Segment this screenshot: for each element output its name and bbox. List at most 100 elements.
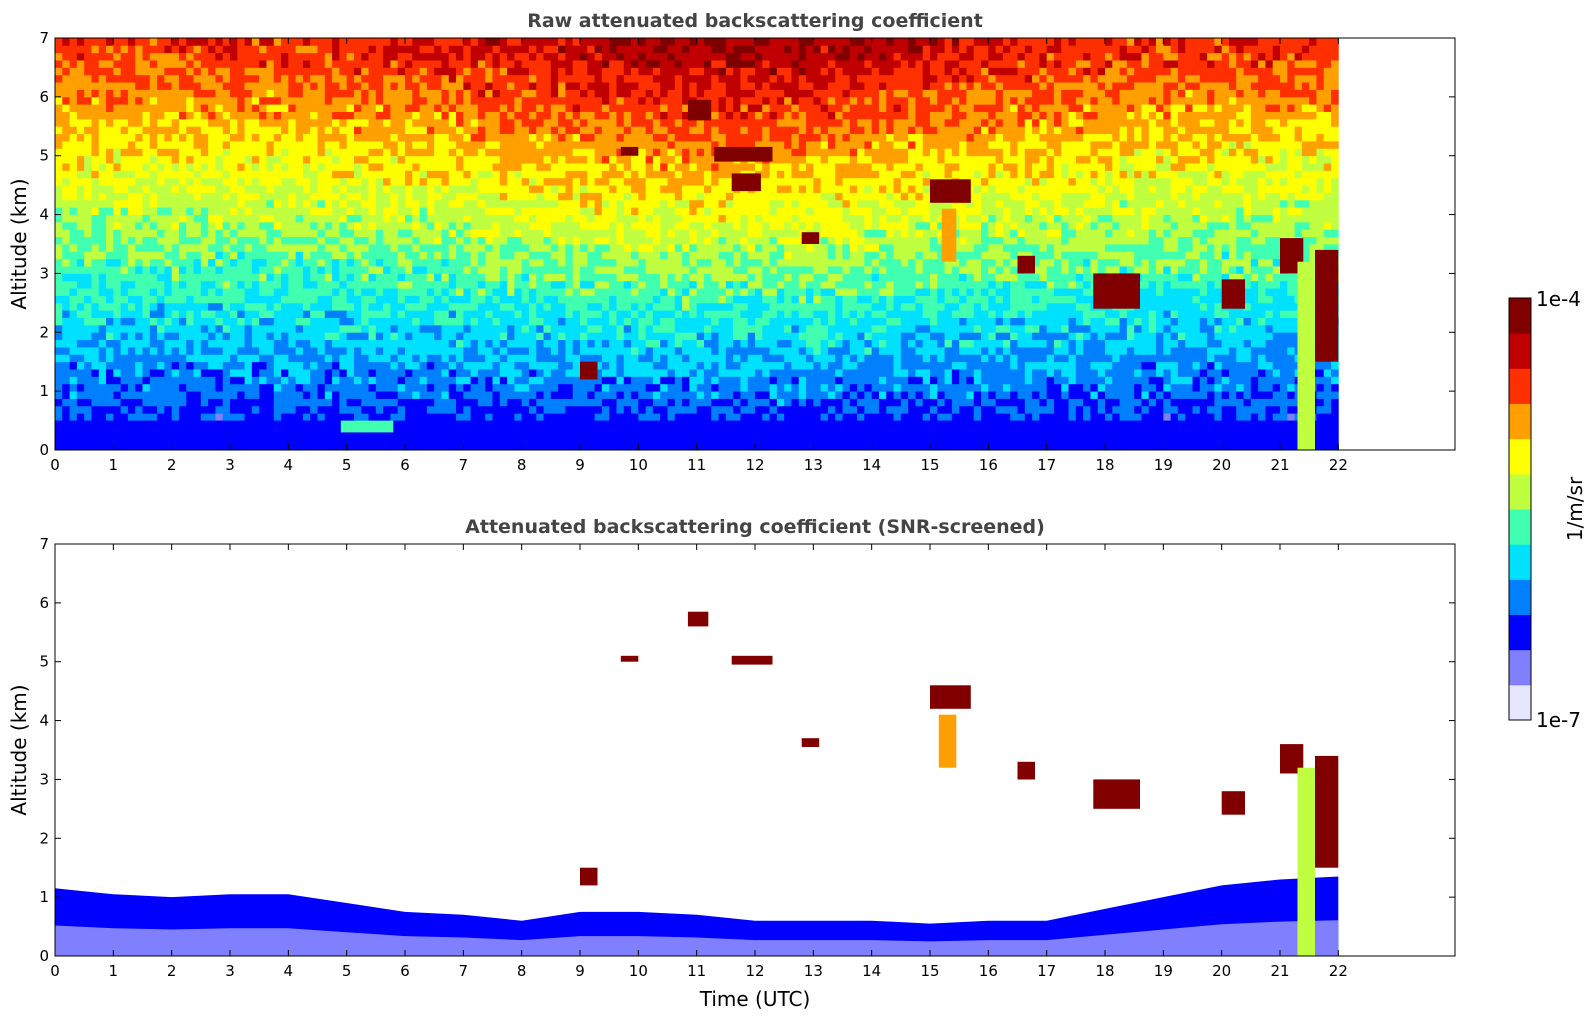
heatmap-cell bbox=[631, 288, 639, 296]
heatmap-cell bbox=[251, 199, 260, 208]
heatmap-cell bbox=[572, 74, 581, 83]
heatmap-cell bbox=[383, 89, 391, 98]
heatmap-cell bbox=[609, 361, 617, 370]
heatmap-cell bbox=[273, 74, 282, 83]
heatmap-cell bbox=[295, 229, 304, 238]
heatmap-cell bbox=[558, 288, 566, 296]
heatmap-cell bbox=[426, 74, 435, 83]
heatmap-cell bbox=[281, 244, 289, 252]
heatmap-cell bbox=[178, 280, 187, 289]
heatmap-cell bbox=[477, 251, 486, 260]
heatmap-cell bbox=[259, 38, 267, 46]
heatmap-cell bbox=[346, 369, 355, 377]
heatmap-cell bbox=[157, 60, 165, 68]
heatmap-cell bbox=[288, 214, 297, 223]
heatmap-cell bbox=[310, 60, 318, 68]
heatmap-cell bbox=[696, 251, 705, 260]
heatmap-cell bbox=[660, 369, 668, 377]
heatmap-cell bbox=[106, 310, 114, 318]
heatmap-cell bbox=[652, 89, 661, 98]
heatmap-cell bbox=[339, 295, 348, 304]
heatmap-cell bbox=[609, 89, 617, 98]
heatmap-cell bbox=[310, 163, 318, 171]
heatmap-cell bbox=[434, 332, 442, 341]
heatmap-cell bbox=[456, 280, 464, 289]
heatmap-cell bbox=[295, 38, 304, 46]
heatmap-cell bbox=[638, 391, 647, 399]
heatmap-cell bbox=[353, 244, 362, 252]
heatmap-cell bbox=[601, 295, 610, 304]
heatmap-cell bbox=[106, 302, 114, 311]
heatmap-cell bbox=[660, 126, 668, 135]
heatmap-cell bbox=[543, 324, 552, 333]
heatmap-cell bbox=[696, 199, 705, 208]
heatmap-cell bbox=[222, 185, 231, 193]
heatmap-cell bbox=[91, 155, 100, 164]
heatmap-cell bbox=[266, 317, 275, 326]
heatmap-cell bbox=[645, 221, 654, 230]
heatmap-cell bbox=[237, 251, 245, 260]
heatmap-cell bbox=[62, 369, 70, 377]
heatmap-cell bbox=[302, 52, 311, 61]
heatmap-cell bbox=[477, 229, 486, 238]
heatmap-cell bbox=[346, 413, 355, 421]
heatmap-cell bbox=[448, 38, 457, 46]
heatmap-cell bbox=[463, 52, 472, 61]
heatmap-cell bbox=[565, 177, 574, 186]
heatmap-cell bbox=[142, 74, 151, 83]
heatmap-cell bbox=[135, 104, 143, 112]
heatmap-cell bbox=[266, 111, 275, 120]
heatmap-cell bbox=[434, 52, 442, 61]
heatmap-cell bbox=[383, 45, 391, 54]
heatmap-cell bbox=[222, 45, 231, 54]
heatmap-cell bbox=[383, 251, 391, 260]
heatmap-cell bbox=[470, 207, 479, 215]
heatmap-cell bbox=[332, 52, 340, 61]
heatmap-cell bbox=[419, 67, 428, 76]
heatmap-cell bbox=[157, 324, 165, 333]
heatmap-cell bbox=[251, 104, 260, 112]
heatmap-cell bbox=[368, 163, 377, 171]
heatmap-cell bbox=[91, 38, 100, 46]
heatmap-cell bbox=[178, 104, 187, 112]
heatmap-cell bbox=[244, 236, 253, 245]
heatmap-cell bbox=[120, 347, 129, 355]
heatmap-cell bbox=[91, 45, 100, 54]
heatmap-cell bbox=[259, 82, 267, 90]
heatmap-cell bbox=[645, 354, 654, 363]
heatmap-cell bbox=[186, 38, 194, 46]
heatmap-cell bbox=[171, 354, 180, 363]
heatmap-cell bbox=[120, 82, 129, 90]
heatmap-cell bbox=[689, 317, 698, 326]
heatmap-cell bbox=[135, 266, 143, 274]
heatmap-cell bbox=[84, 111, 92, 120]
heatmap-cell bbox=[106, 207, 114, 215]
heatmap-cell bbox=[200, 148, 209, 157]
heatmap-cell bbox=[689, 38, 698, 46]
heatmap-cell bbox=[186, 354, 194, 363]
heatmap-cell bbox=[149, 273, 158, 282]
heatmap-cell bbox=[288, 413, 297, 421]
heatmap-cell bbox=[660, 221, 668, 230]
heatmap-cell bbox=[208, 302, 216, 311]
heatmap-cell bbox=[565, 126, 574, 135]
heatmap-cell bbox=[674, 273, 683, 282]
heatmap-cell bbox=[346, 38, 355, 46]
heatmap-cell bbox=[470, 96, 479, 105]
heatmap-cell bbox=[127, 391, 136, 399]
heatmap-cell bbox=[667, 74, 676, 83]
heatmap-cell bbox=[405, 67, 413, 76]
heatmap-cell bbox=[477, 111, 486, 120]
heatmap-cell bbox=[689, 192, 698, 201]
heatmap-cell bbox=[69, 405, 78, 414]
heatmap-cell bbox=[674, 376, 683, 385]
heatmap-cell bbox=[317, 295, 326, 304]
heatmap-cell bbox=[448, 133, 457, 142]
heatmap-cell bbox=[536, 324, 544, 333]
heatmap-cell bbox=[237, 413, 245, 421]
heatmap-cell bbox=[76, 141, 85, 149]
heatmap-cell bbox=[353, 258, 362, 267]
heatmap-cell bbox=[623, 74, 632, 83]
heatmap-cell bbox=[631, 185, 639, 193]
heatmap-cell bbox=[98, 89, 107, 98]
